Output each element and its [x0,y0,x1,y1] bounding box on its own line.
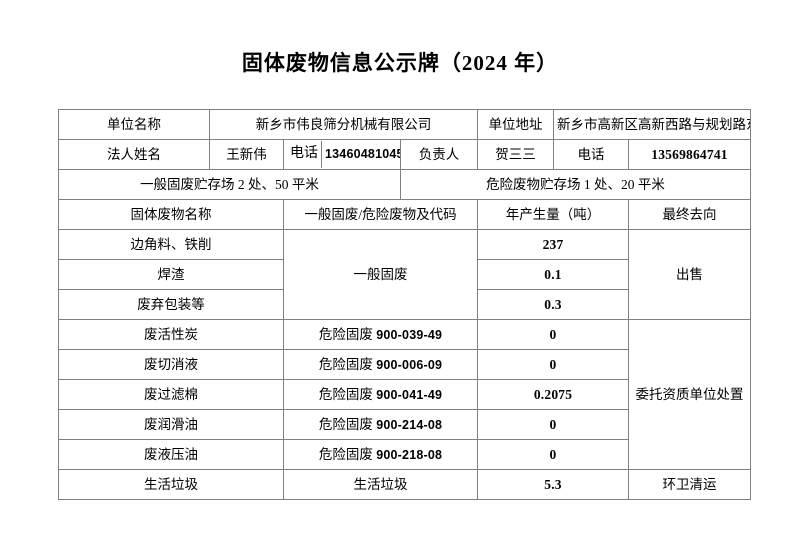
waste-category-label: 危险固废 [318,446,373,462]
table-row: 废活性炭 危险固废 900-039-49 0 委托资质单位处置 [58,319,752,470]
waste-name: 废活性炭 [58,319,284,350]
unit-address-value: 新乡市高新区高新西路与规划路东南角 [553,109,752,140]
waste-destination: 出售 [628,229,752,320]
table-row-storage: 一般固废贮存场 2 处、50 平米 危险废物贮存场 1 处、20 平米 [58,169,752,200]
manager-label: 负责人 [399,139,479,170]
waste-amount: 237 [477,229,630,260]
waste-category: 危险固废 900-214-08 [282,409,479,440]
manager-phone-label: 电话 [553,139,630,170]
waste-name: 焊渣 [58,259,284,290]
waste-amount: 0.3 [477,289,630,320]
waste-name: 边角料、铁削 [58,229,284,260]
unit-address-label: 单位地址 [477,109,555,140]
header-waste-name: 固体废物名称 [58,199,284,230]
manager-phone-value: 13569864741 [628,139,752,170]
unit-name-value: 新乡市伟良筛分机械有限公司 [208,109,479,140]
general-storage-text: 一般固废贮存场 2 处、50 平米 [140,176,319,192]
table-row-unit-info: 单位名称 新乡市伟良筛分机械有限公司 单位地址 新乡市高新区高新西路与规划路东南… [58,109,752,140]
waste-category-label: 危险固废 [318,416,373,432]
table-row: 废切消液 危险固废 900-006-09 0 [58,349,751,380]
table-column-headers: 固体废物名称 一般固废/危险废物及代码 年产生量（吨） 最终去向 [58,199,752,230]
waste-amount: 0 [477,349,630,380]
waste-amount: 0 [477,319,630,350]
legal-phone-cell: 电话 13460481045 [283,139,401,170]
table-row: 边角料、铁削 一般固废 237 出售 [58,229,752,320]
legal-person-value: 王新伟 [209,139,284,170]
page-title: 固体废物信息公示牌（2024 年） [241,51,559,75]
waste-category-label: 危险固废 [318,356,373,372]
waste-disclosure-table-wrap: 单位名称 新乡市伟良筛分机械有限公司 单位地址 新乡市高新区高新西路与规划路东南… [58,109,752,500]
hazardous-storage-text: 危险废物贮存场 1 处、20 平米 [486,176,665,192]
table-row: 废润滑油 危险固废 900-214-08 0 [58,409,751,440]
waste-amount: 5.3 [477,469,630,500]
waste-code: 900-039-49 [376,327,443,342]
waste-code: 900-041-49 [376,387,443,402]
waste-name: 废过滤棉 [58,379,284,410]
waste-name: 废润滑油 [58,409,284,440]
hazardous-storage-value: 危险废物贮存场 1 处、20 平米 [399,169,752,200]
header-annual-output: 年产生量（吨） [477,199,630,230]
waste-category-label: 危险固废 [318,386,373,402]
waste-amount: 0 [477,439,630,470]
general-storage-value: 一般固废贮存场 2 处、50 平米 [58,169,401,200]
waste-code: 900-006-09 [376,357,443,372]
table-row-contact-info: 法人姓名 王新伟 电话 13460481045 负责人 贺三三 电话 13569 [58,139,752,170]
waste-category: 危险固废 900-218-08 [282,439,479,470]
table-row: 废过滤棉 危险固废 900-041-49 0.2075 [58,379,751,410]
table-row: 焊渣 0.1 [58,259,751,290]
waste-amount: 0 [477,409,630,440]
waste-name: 废切消液 [58,349,284,380]
waste-name: 生活垃圾 [58,469,284,500]
waste-amount: 0.1 [477,259,630,290]
legal-person-label: 法人姓名 [58,139,210,170]
header-destination: 最终去向 [628,199,752,230]
waste-category: 危险固废 900-006-09 [282,349,479,380]
waste-amount: 0.2075 [477,379,630,410]
legal-phone-value: 13460481045 [321,141,400,168]
legal-phone-label: 电话 [287,141,322,168]
waste-code: 900-218-08 [376,447,443,462]
waste-category-label: 危险固废 [318,326,373,342]
waste-category: 危险固废 900-039-49 [282,319,479,350]
waste-name: 废液压油 [58,439,284,470]
waste-destination: 环卫清运 [628,469,752,500]
waste-category: 一般固废 [282,229,479,320]
waste-destination: 委托资质单位处置 [628,319,752,470]
header-category-code: 一般固废/危险废物及代码 [282,199,479,230]
waste-category: 生活垃圾 [282,469,479,500]
waste-category: 危险固废 900-041-49 [282,379,479,410]
waste-code: 900-214-08 [376,417,443,432]
unit-name-label: 单位名称 [58,109,210,140]
waste-disclosure-table: 单位名称 新乡市伟良筛分机械有限公司 单位地址 新乡市高新区高新西路与规划路东南… [58,109,752,500]
waste-name: 废弃包装等 [58,289,284,320]
manager-value: 贺三三 [477,139,555,170]
table-row: 生活垃圾 生活垃圾 5.3 环卫清运 [58,469,752,500]
